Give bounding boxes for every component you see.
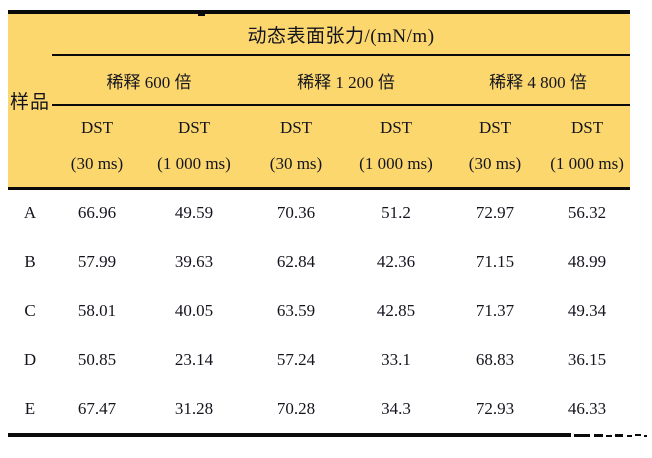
title-row: 样品 动态表面张力/(mN/m) bbox=[8, 12, 631, 190]
value-cell: 36.15 bbox=[544, 335, 631, 384]
scan-artifact-dash bbox=[644, 435, 647, 437]
dst-1000ms-header-2: DST (1 000 ms) bbox=[346, 105, 446, 190]
value-cell: 70.36 bbox=[246, 188, 346, 237]
dynamic-surface-tension-table: 样品 动态表面张力/(mN/m) 稀释 600 倍 稀释 1 200 倍 稀释 … bbox=[8, 10, 647, 443]
scan-artifact bbox=[198, 14, 205, 16]
value-cell: 49.34 bbox=[544, 286, 631, 335]
sample-cell: E bbox=[8, 384, 52, 433]
value-cell: 62.84 bbox=[246, 237, 346, 286]
data-table: 样品 动态表面张力/(mN/m) 稀释 600 倍 稀释 1 200 倍 稀释 … bbox=[8, 10, 631, 433]
bottom-rule-solid bbox=[8, 433, 571, 437]
dst-30ms-header-1: DST (30 ms) bbox=[52, 105, 142, 190]
value-cell: 23.14 bbox=[142, 335, 246, 384]
dst-1000ms-header-1: DST (1 000 ms) bbox=[142, 105, 246, 190]
group-header-600x: 稀释 600 倍 bbox=[52, 55, 246, 106]
scan-artifact-dash bbox=[606, 435, 612, 437]
value-cell: 72.97 bbox=[446, 188, 544, 237]
value-cell: 66.96 bbox=[52, 188, 142, 237]
dst-label: DST bbox=[478, 118, 512, 138]
value-cell: 71.15 bbox=[446, 237, 544, 286]
table-row-b: B 57.99 39.63 62.84 42.36 71.15 48.99 bbox=[8, 237, 631, 286]
dst-30ms-header-3: DST (30 ms) bbox=[446, 105, 544, 190]
table-row-e: E 67.47 31.28 70.28 34.3 72.93 46.33 bbox=[8, 384, 631, 433]
sample-cell: C bbox=[8, 286, 52, 335]
scan-artifact-dash bbox=[635, 434, 641, 436]
dst-label: DST bbox=[279, 118, 313, 138]
group-header-1200x: 稀释 1 200 倍 bbox=[246, 55, 446, 106]
dst-time-label: (1 000 ms) bbox=[359, 154, 433, 174]
value-cell: 57.24 bbox=[246, 335, 346, 384]
dst-time-label: (1 000 ms) bbox=[157, 154, 231, 174]
value-cell: 70.28 bbox=[246, 384, 346, 433]
sample-cell: D bbox=[8, 335, 52, 384]
value-cell: 56.32 bbox=[544, 188, 631, 237]
value-cell: 42.36 bbox=[346, 237, 446, 286]
dst-time-label: (30 ms) bbox=[269, 154, 323, 174]
value-cell: 67.47 bbox=[52, 384, 142, 433]
dst-30ms-header-2: DST (30 ms) bbox=[246, 105, 346, 190]
table-row-a: A 66.96 49.59 70.36 51.2 72.97 56.32 bbox=[8, 188, 631, 237]
value-cell: 42.85 bbox=[346, 286, 446, 335]
scan-artifact-dash bbox=[615, 434, 623, 437]
scan-artifact-dash bbox=[594, 434, 603, 437]
sample-column-header: 样品 bbox=[8, 12, 52, 190]
sample-cell: A bbox=[8, 188, 52, 237]
table-body: A 66.96 49.59 70.36 51.2 72.97 56.32 B 5… bbox=[8, 188, 631, 433]
dst-time-label: (1 000 ms) bbox=[550, 154, 624, 174]
dilution-group-row: 稀释 600 倍 稀释 1 200 倍 稀释 4 800 倍 bbox=[8, 55, 631, 106]
dst-label: DST bbox=[379, 118, 413, 138]
value-cell: 31.28 bbox=[142, 384, 246, 433]
value-cell: 39.63 bbox=[142, 237, 246, 286]
value-cell: 72.93 bbox=[446, 384, 544, 433]
table-row-d: D 50.85 23.14 57.24 33.1 68.83 36.15 bbox=[8, 335, 631, 384]
value-cell: 63.59 bbox=[246, 286, 346, 335]
value-cell: 49.59 bbox=[142, 188, 246, 237]
dst-1000ms-header-3: DST (1 000 ms) bbox=[544, 105, 631, 190]
table-row-c: C 58.01 40.05 63.59 42.85 71.37 49.34 bbox=[8, 286, 631, 335]
table-title: 动态表面张力/(mN/m) bbox=[52, 12, 631, 56]
dst-subheader-row: DST (30 ms) DST (1 000 ms) DST (30 ms) D… bbox=[8, 105, 631, 190]
value-cell: 46.33 bbox=[544, 384, 631, 433]
value-cell: 71.37 bbox=[446, 286, 544, 335]
dst-time-label: (30 ms) bbox=[70, 154, 124, 174]
scan-artifact-dash bbox=[627, 435, 632, 437]
value-cell: 58.01 bbox=[52, 286, 142, 335]
value-cell: 50.85 bbox=[52, 335, 142, 384]
group-header-4800x: 稀释 4 800 倍 bbox=[446, 55, 631, 106]
value-cell: 51.2 bbox=[346, 188, 446, 237]
value-cell: 68.83 bbox=[446, 335, 544, 384]
value-cell: 40.05 bbox=[142, 286, 246, 335]
value-cell: 48.99 bbox=[544, 237, 631, 286]
table-bottom-rule bbox=[8, 433, 647, 443]
dst-label: DST bbox=[80, 118, 114, 138]
sample-cell: B bbox=[8, 237, 52, 286]
dst-time-label: (30 ms) bbox=[468, 154, 522, 174]
table-header: 样品 动态表面张力/(mN/m) 稀释 600 倍 稀释 1 200 倍 稀释 … bbox=[8, 12, 631, 190]
value-cell: 57.99 bbox=[52, 237, 142, 286]
dst-label: DST bbox=[177, 118, 211, 138]
dst-label: DST bbox=[570, 118, 604, 138]
value-cell: 33.1 bbox=[346, 335, 446, 384]
scan-artifact-dash bbox=[574, 434, 590, 437]
value-cell: 34.3 bbox=[346, 384, 446, 433]
